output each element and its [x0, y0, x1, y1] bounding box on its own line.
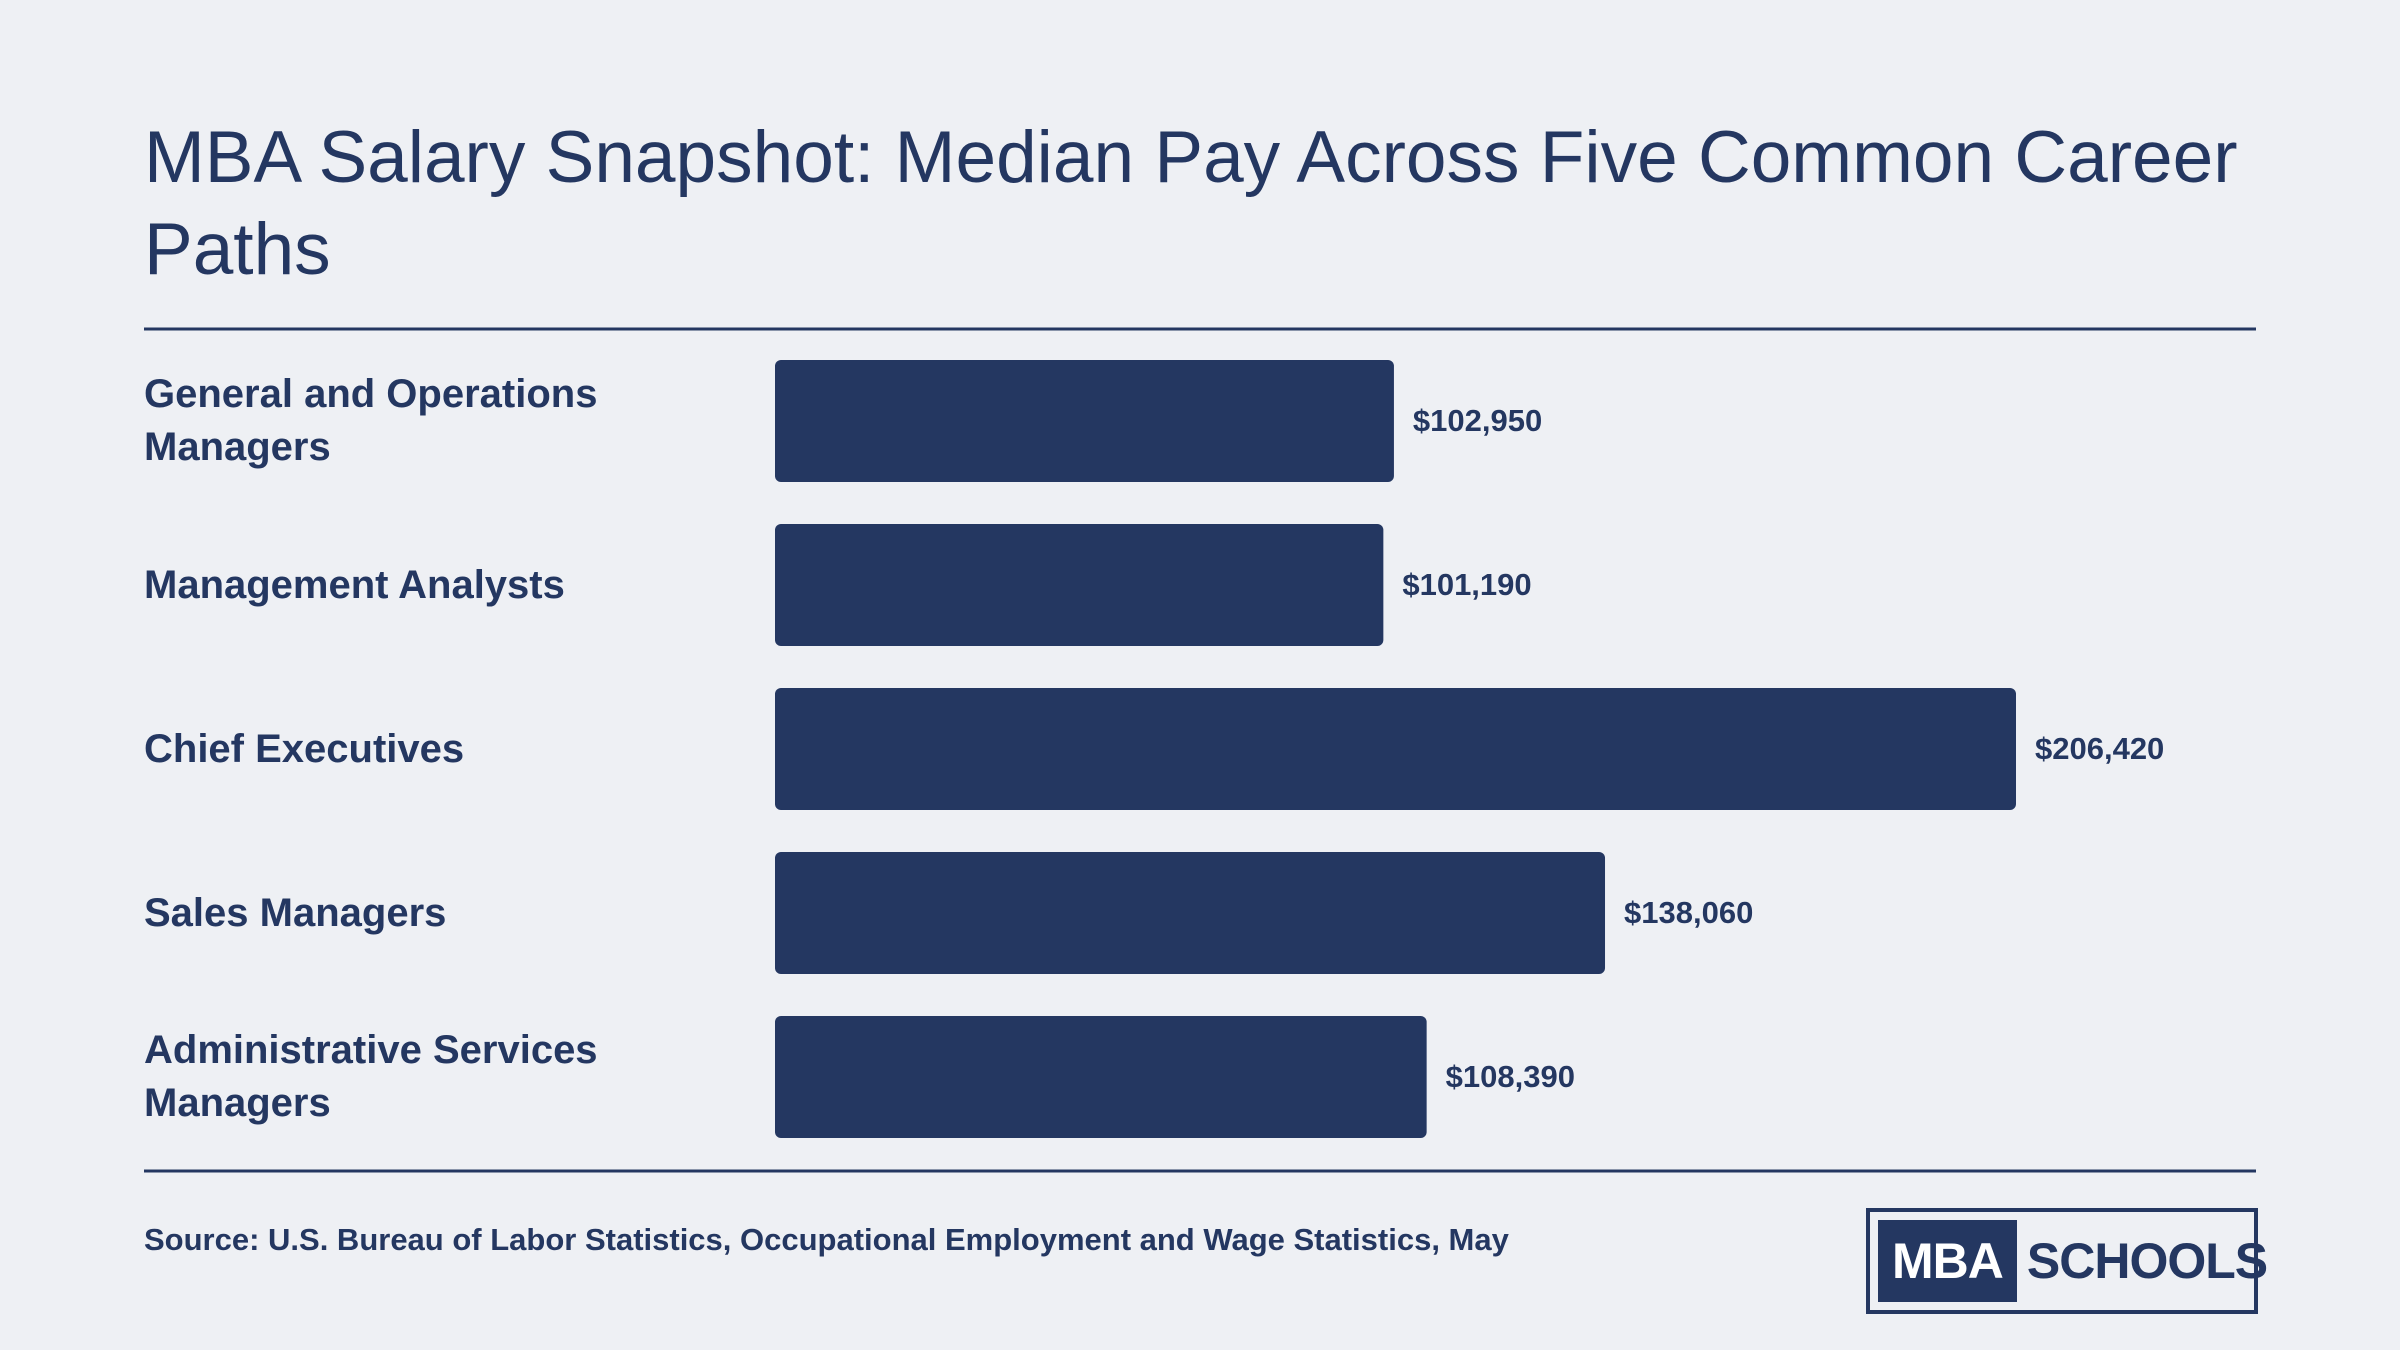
value-label: $102,950: [1412, 403, 1543, 438]
bar: [775, 524, 1384, 646]
logo-text: SCHOOLS: [2026, 1233, 2268, 1289]
category-label: Sales Managers: [144, 890, 447, 935]
chart-title: MBA Salary Snapshot: Median Pay Across F…: [144, 117, 2238, 290]
logo-text: MBA: [1878, 1220, 2017, 1302]
value-label: $108,390: [1445, 1059, 1575, 1094]
value-label: $101,190: [1402, 567, 1532, 602]
category-label: Administrative Services Managers: [144, 1028, 598, 1125]
value-label: $206,420: [2035, 731, 2165, 766]
category-label: General and Operations Managers: [144, 372, 598, 469]
bar: [775, 360, 1394, 482]
bar: [775, 1016, 1427, 1138]
source-note: Source: U.S. Bureau of Labor Statistics,…: [144, 1222, 1509, 1257]
logo: MBA SCHOOLS: [1866, 1208, 2268, 1314]
category-label: Management Analysts: [144, 562, 565, 607]
bar: [775, 688, 2016, 810]
bar: [775, 852, 1606, 974]
value-label: $138,060: [1624, 895, 1754, 930]
category-label: Chief Executives: [144, 726, 465, 771]
